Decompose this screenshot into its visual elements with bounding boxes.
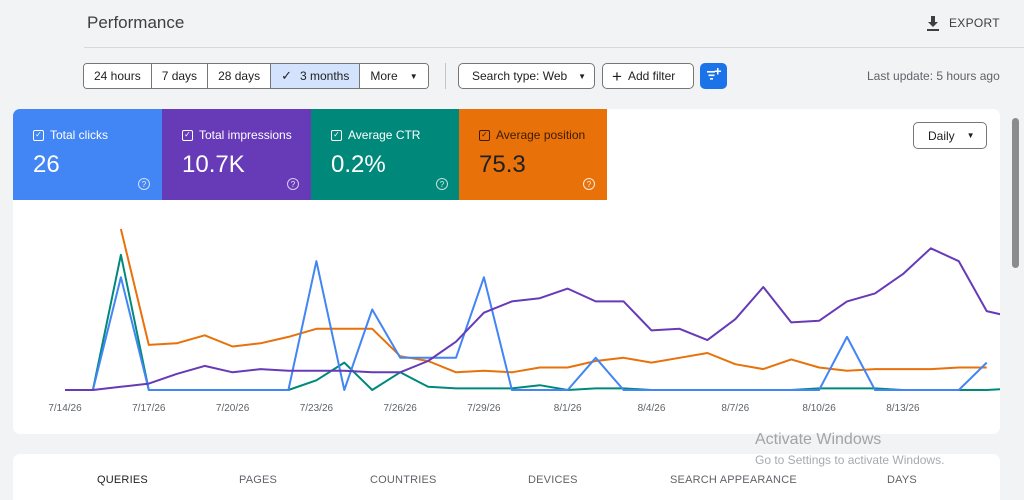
metric-label: Total clicks xyxy=(50,128,109,142)
metric-card-average-position[interactable]: ✓ Average position 75.3 ? xyxy=(459,109,607,200)
header-divider xyxy=(84,47,1024,48)
x-tick-label: 8/4/26 xyxy=(638,403,666,414)
checkbox-checked-icon: ✓ xyxy=(331,129,342,141)
date-range-7-days[interactable]: 7 days xyxy=(151,64,209,88)
page-title: Performance xyxy=(87,13,185,32)
dropdown-arrow-icon: ▼ xyxy=(578,71,587,81)
performance-chart-card: ✓ Total clicks 26 ? ✓ Total impressions 10… xyxy=(13,109,1000,434)
add-filter-button[interactable]: + Add filter xyxy=(602,63,694,89)
page-header: Performance EXPORT xyxy=(0,0,1024,48)
series-line-total-impressions[interactable] xyxy=(65,247,1000,391)
checkbox-checked-icon: ✓ xyxy=(182,129,193,141)
search-type-dropdown[interactable]: Search type: Web ▼ xyxy=(458,63,595,89)
metric-card-total-impressions[interactable]: ✓ Total impressions 10.7K ? xyxy=(162,109,311,200)
metric-value: 10.7K xyxy=(182,151,245,178)
tab-queries[interactable]: QUERIES xyxy=(97,474,148,486)
x-tick-label: 7/20/26 xyxy=(216,403,250,414)
granularity-dropdown[interactable]: Daily ▼ xyxy=(913,122,987,149)
date-range-selector: 24 hours 7 days 28 days ✓ 3 months More ▼ xyxy=(83,63,429,89)
download-icon xyxy=(926,15,940,31)
metric-value: 75.3 xyxy=(479,151,526,178)
date-range-label: 28 days xyxy=(218,69,261,83)
export-button[interactable]: EXPORT xyxy=(926,12,1000,34)
help-icon[interactable]: ? xyxy=(583,178,595,190)
tab-search-appearance[interactable]: SEARCH APPEARANCE xyxy=(670,474,797,486)
search-type-label: Search type: Web xyxy=(472,69,568,83)
help-icon[interactable]: ? xyxy=(436,178,448,190)
tab-pages[interactable]: PAGES xyxy=(239,474,278,486)
export-label: EXPORT xyxy=(949,16,1000,30)
x-tick-label: 8/7/26 xyxy=(721,403,749,414)
metric-card-total-clicks[interactable]: ✓ Total clicks 26 ? xyxy=(13,109,162,200)
checkmark-icon: ✓ xyxy=(281,68,292,83)
date-range-28-days[interactable]: 28 days xyxy=(208,64,272,88)
metric-value: 0.2% xyxy=(331,151,386,178)
scrollbar-thumb[interactable] xyxy=(1012,118,1019,268)
metric-label: Total impressions xyxy=(199,128,292,142)
dropdown-arrow-icon: ▼ xyxy=(409,71,418,81)
date-range-label: 24 hours xyxy=(94,69,141,83)
x-tick-label: 8/10/26 xyxy=(802,403,836,414)
date-range-label: 7 days xyxy=(161,69,198,83)
filter-add-icon xyxy=(706,67,721,85)
x-tick-label: 7/14/26 xyxy=(48,403,82,414)
tab-countries[interactable]: COUNTRIES xyxy=(370,474,437,486)
toolbar-divider xyxy=(445,63,446,89)
plus-icon: + xyxy=(612,66,622,86)
granularity-label: Daily xyxy=(928,128,955,143)
help-icon[interactable]: ? xyxy=(138,178,150,190)
x-tick-label: 7/23/26 xyxy=(300,403,334,414)
metric-value: 26 xyxy=(33,151,60,178)
add-filter-label: Add filter xyxy=(627,69,676,83)
filter-settings-button[interactable] xyxy=(700,63,727,89)
x-tick-label: 8/1/26 xyxy=(554,403,582,414)
performance-line-chart[interactable]: 7/14/26 7/17/26 7/20/26 7/23/26 7/26/26 7/29/… xyxy=(13,109,1000,434)
date-range-label: More xyxy=(370,69,398,83)
x-tick-label: 8/13/26 xyxy=(886,403,920,414)
series-line-average-position[interactable] xyxy=(119,228,987,374)
metric-label: Average position xyxy=(496,128,586,142)
dimension-tabs: QUERIES PAGES COUNTRIES DEVICES SEARCH A… xyxy=(13,454,1000,500)
x-tick-label: 7/26/26 xyxy=(384,403,418,414)
x-tick-label: 7/17/26 xyxy=(132,403,166,414)
date-range-label: 3 months xyxy=(300,69,350,83)
tab-days[interactable]: DAYS xyxy=(887,474,917,486)
checkbox-checked-icon: ✓ xyxy=(479,129,490,141)
series-line-total-clicks[interactable] xyxy=(65,260,988,391)
x-tick-label: 7/29/26 xyxy=(467,403,501,414)
help-icon[interactable]: ? xyxy=(287,178,299,190)
metric-label: Average CTR xyxy=(348,128,421,142)
metric-card-average-ctr[interactable]: ✓ Average CTR 0.2% ? xyxy=(311,109,460,200)
tab-devices[interactable]: DEVICES xyxy=(528,474,578,486)
date-range-3-months[interactable]: ✓ 3 months xyxy=(271,64,361,88)
checkbox-checked-icon: ✓ xyxy=(33,129,44,141)
date-range-24-hours[interactable]: 24 hours xyxy=(84,64,152,88)
dropdown-arrow-icon: ▼ xyxy=(966,131,975,140)
date-range-more-dropdown[interactable]: More ▼ xyxy=(360,64,428,88)
last-update-text: Last update: 5 hours ago xyxy=(867,69,1000,83)
